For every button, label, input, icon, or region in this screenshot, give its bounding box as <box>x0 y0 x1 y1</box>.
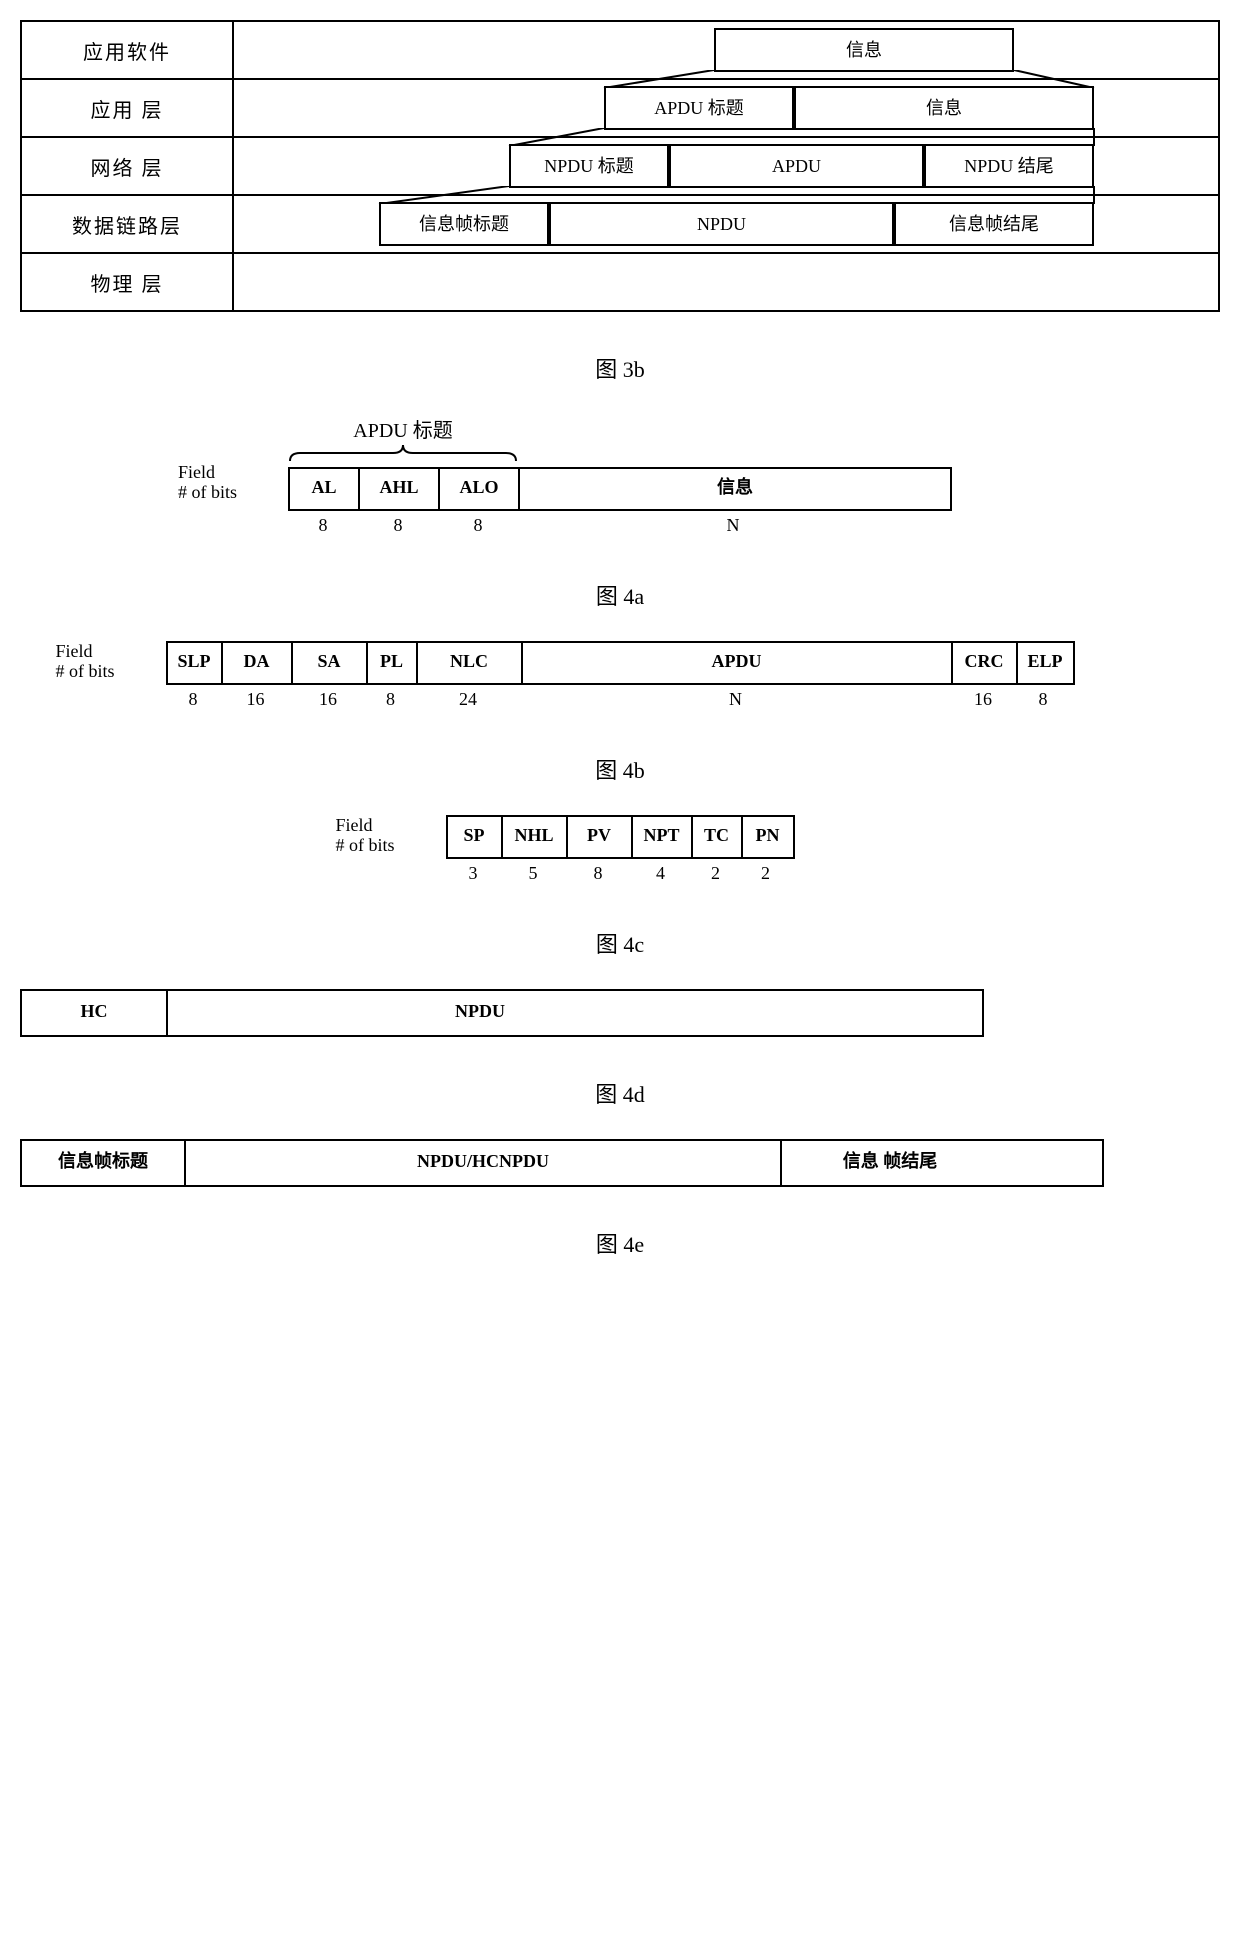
caption-4c: 图 4c <box>20 927 1220 959</box>
caption-4a: 图 4a <box>20 579 1220 611</box>
fig-3b: 应用软件信息应用 层APDU 标题信息网络 层NPDU 标题APDUNPDU 结… <box>20 20 1220 312</box>
segment-box: 信息 <box>794 86 1094 130</box>
layer-label: 网络 层 <box>21 137 233 195</box>
bits-label: 8 <box>288 511 358 539</box>
bits-label: 2 <box>691 859 741 887</box>
bits-label: 24 <box>416 685 521 713</box>
layer-label: 应用软件 <box>21 21 233 79</box>
fig-4a: APDU 标题 Field # of bits ALAHLALO信息 888N <box>20 414 1220 539</box>
field-label-1: Field <box>178 462 215 482</box>
field-label-2: # of bits <box>336 835 395 855</box>
fig-4b: Field # of bits SLPDASAPLNLCAPDUCRCELP 8… <box>20 641 1220 713</box>
field-cell: APDU <box>523 643 953 683</box>
field-cell: SA <box>293 643 368 683</box>
field-cell: SP <box>448 817 503 857</box>
segment-box: 信息帧标题 <box>379 202 549 246</box>
apdu-header-strip: ALAHLALO信息 <box>288 467 952 511</box>
bits-label: 8 <box>438 511 518 539</box>
field-cell: AL <box>290 469 360 509</box>
segment-box: 信息 <box>714 28 1014 72</box>
layer-label: 应用 层 <box>21 79 233 137</box>
nlc-strip: SPNHLPVNPTTCPN <box>446 815 795 859</box>
bits-label: 8 <box>358 511 438 539</box>
field-cell: ALO <box>440 469 520 509</box>
bits-label: 16 <box>221 685 291 713</box>
caption-4b: 图 4b <box>20 753 1220 785</box>
layer-label: 物理 层 <box>21 253 233 311</box>
fig-4c: Field # of bits SPNHLPVNPTTCPN 358422 <box>20 815 1220 887</box>
field-cell: 信息 <box>520 469 950 509</box>
segment-box: 信息帧结尾 <box>894 202 1094 246</box>
segment-box: NPDU 标题 <box>509 144 669 188</box>
bits-label: 8 <box>566 859 631 887</box>
field-label-1: Field <box>336 815 373 835</box>
fig-4e: 信息帧标题NPDU/HCNPDU信息 帧结尾 <box>20 1139 1220 1187</box>
field-cell: HC <box>22 991 168 1035</box>
field-cell: CRC <box>953 643 1018 683</box>
bits-label: 3 <box>446 859 501 887</box>
segment-box: APDU 标题 <box>604 86 794 130</box>
layer-label: 数据链路层 <box>21 195 233 253</box>
bits-label: 16 <box>291 685 366 713</box>
field-cell: 信息 帧结尾 <box>782 1141 998 1185</box>
field-cell: PV <box>568 817 633 857</box>
field-label-2: # of bits <box>178 482 237 502</box>
bits-label: 8 <box>166 685 221 713</box>
caption-4e: 图 4e <box>20 1227 1220 1259</box>
field-cell: DA <box>223 643 293 683</box>
fig-4d: HCNPDU <box>20 989 1220 1037</box>
field-cell: NLC <box>418 643 523 683</box>
npdu-strip: SLPDASAPLNLCAPDUCRCELP <box>166 641 1075 685</box>
field-cell: NHL <box>503 817 568 857</box>
caption-4d: 图 4d <box>20 1077 1220 1109</box>
field-cell: PL <box>368 643 418 683</box>
bits-label: N <box>518 511 948 539</box>
bits-label: 8 <box>1016 685 1071 713</box>
field-cell: ELP <box>1018 643 1073 683</box>
bits-label: 16 <box>951 685 1016 713</box>
frame-strip: 信息帧标题NPDU/HCNPDU信息 帧结尾 <box>20 1139 1104 1187</box>
field-cell: NPDU <box>168 991 792 1035</box>
segment-box: NPDU <box>549 202 894 246</box>
field-cell: SLP <box>168 643 223 683</box>
caption-3b: 图 3b <box>20 352 1220 384</box>
segment-box: APDU <box>669 144 924 188</box>
field-cell: 信息帧标题 <box>22 1141 186 1185</box>
bits-label: N <box>521 685 951 713</box>
hc-npdu-strip: HCNPDU <box>20 989 984 1037</box>
segment-box: NPDU 结尾 <box>924 144 1094 188</box>
field-label-2: # of bits <box>56 661 115 681</box>
field-cell: PN <box>743 817 793 857</box>
field-cell: NPDU/HCNPDU <box>186 1141 782 1185</box>
protocol-layer-table: 应用软件信息应用 层APDU 标题信息网络 层NPDU 标题APDUNPDU 结… <box>20 20 1220 312</box>
field-label-1: Field <box>56 641 93 661</box>
field-cell: AHL <box>360 469 440 509</box>
bits-label: 5 <box>501 859 566 887</box>
bits-label: 2 <box>741 859 791 887</box>
bits-label: 4 <box>631 859 691 887</box>
field-cell: NPT <box>633 817 693 857</box>
field-cell: TC <box>693 817 743 857</box>
bits-label: 8 <box>366 685 416 713</box>
brace-label: APDU 标题 <box>288 414 518 443</box>
